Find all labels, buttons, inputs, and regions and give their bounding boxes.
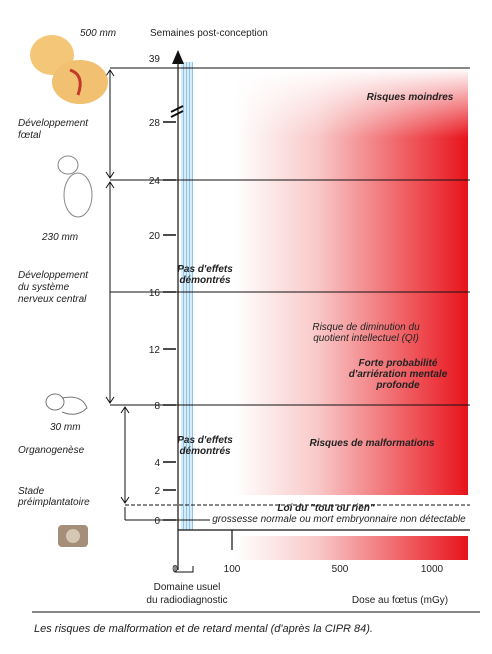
fetus-size: 500 mm bbox=[80, 28, 116, 39]
domain-label: Domaine usuel bbox=[154, 582, 221, 593]
label: Risques de malformations bbox=[309, 438, 434, 449]
label: d'arriération mentale bbox=[349, 369, 448, 380]
label: Pas d'effets bbox=[177, 435, 233, 446]
risk-bar bbox=[235, 536, 468, 560]
label: démontrés bbox=[179, 275, 231, 286]
label: Pas d'effets bbox=[177, 264, 233, 275]
fetus-illustrations bbox=[30, 35, 108, 547]
x-axis-title: Dose au fœtus (mGy) bbox=[352, 595, 448, 606]
y-arrow bbox=[172, 50, 184, 64]
label: préimplantatoire bbox=[17, 497, 90, 508]
label: fœtal bbox=[18, 130, 42, 141]
label: profonde bbox=[375, 380, 420, 391]
y-tick-label: 12 bbox=[149, 345, 161, 356]
x-tick-label: 100 bbox=[224, 564, 241, 575]
label: 230 mm bbox=[41, 232, 78, 243]
label: Stade bbox=[18, 486, 45, 497]
label: 30 mm bbox=[50, 422, 81, 433]
label: démontrés bbox=[179, 446, 231, 457]
x-tick-label: 1000 bbox=[421, 564, 444, 575]
stage-brackets bbox=[105, 69, 130, 520]
y-tick-label: 0 bbox=[154, 516, 160, 527]
label: Loi du "tout ou rien" bbox=[277, 503, 375, 514]
label: grossesse normale ou mort embryonnaire n… bbox=[212, 514, 466, 525]
label: nerveux central bbox=[18, 294, 87, 305]
label: quotient intellectuel (QI) bbox=[313, 333, 419, 344]
y-tick-label: 28 bbox=[149, 118, 161, 129]
x-tick-label: 500 bbox=[332, 564, 349, 575]
label: Forte probabilité bbox=[359, 358, 438, 369]
label: Risque de diminution du bbox=[312, 322, 420, 333]
y-tick-label: 16 bbox=[149, 288, 161, 299]
y-tick-label: 39 bbox=[149, 54, 161, 65]
y-tick-label: 20 bbox=[149, 231, 161, 242]
y-tick-label: 2 bbox=[154, 486, 160, 497]
risk-fade bbox=[235, 68, 468, 268]
x-tick-label: 0 bbox=[172, 564, 178, 575]
y-tick-label: 8 bbox=[154, 401, 160, 412]
y-tick-label: 24 bbox=[149, 176, 161, 187]
y-tick-label: 4 bbox=[154, 458, 160, 469]
label: Développement bbox=[18, 118, 89, 129]
label: Risques moindres bbox=[367, 92, 454, 103]
label: Organogenèse bbox=[18, 445, 85, 456]
label: Développement bbox=[18, 270, 89, 281]
caption: Les risques de malformation et de retard… bbox=[34, 623, 373, 635]
domain-label: du radiodiagnostic bbox=[146, 595, 227, 606]
axis-title: Semaines post-conception bbox=[150, 28, 268, 39]
label: du système bbox=[18, 282, 70, 293]
domain-bracket bbox=[174, 566, 194, 573]
diagnostic-band bbox=[181, 62, 193, 530]
axis-break bbox=[170, 105, 184, 118]
